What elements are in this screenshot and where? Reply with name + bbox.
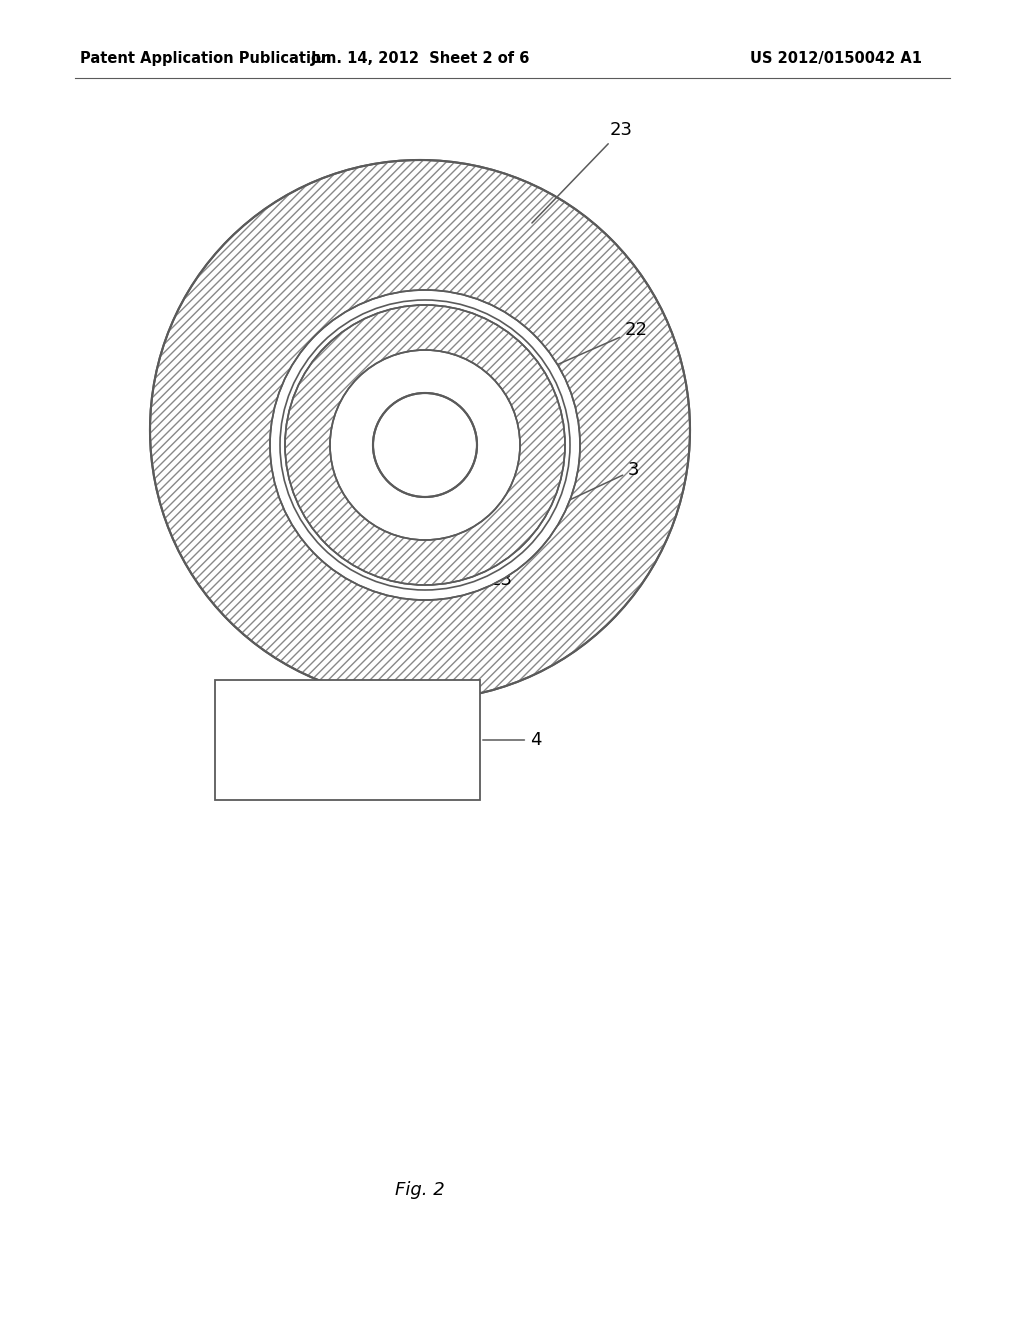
Text: Jun. 14, 2012  Sheet 2 of 6: Jun. 14, 2012 Sheet 2 of 6 (310, 50, 529, 66)
Circle shape (285, 305, 565, 585)
Circle shape (373, 393, 477, 498)
Circle shape (270, 290, 580, 601)
Circle shape (150, 160, 690, 700)
Circle shape (330, 350, 520, 540)
Text: US 2012/0150042 A1: US 2012/0150042 A1 (750, 50, 922, 66)
Text: Patent Application Publication: Patent Application Publication (80, 50, 332, 66)
Text: 22: 22 (548, 321, 648, 368)
Text: 3: 3 (551, 461, 640, 508)
Text: 23: 23 (531, 121, 633, 223)
Text: Fig. 2: Fig. 2 (395, 1181, 444, 1199)
Bar (215, 680, 480, 800)
Text: 23: 23 (408, 556, 513, 589)
Text: 4: 4 (482, 731, 542, 748)
